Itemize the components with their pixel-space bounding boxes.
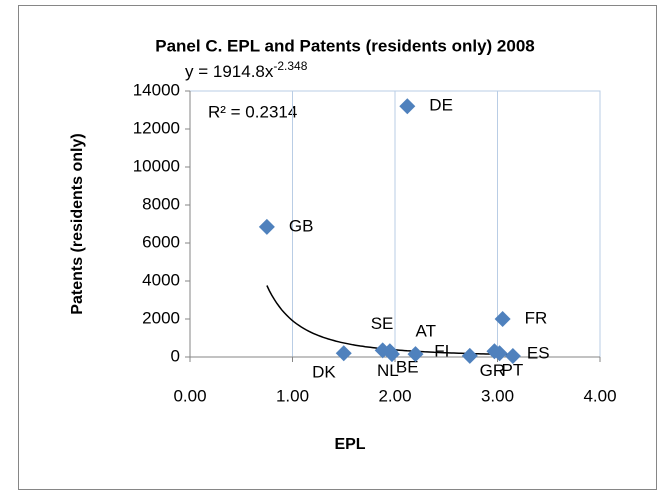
y-tick-label: 0 bbox=[171, 346, 180, 365]
x-tick-label: 4.00 bbox=[583, 386, 616, 405]
point bbox=[407, 346, 424, 363]
y-tick-label: 6000 bbox=[142, 232, 180, 251]
point bbox=[494, 311, 511, 327]
chart-title: Panel C. EPL and Patents (residents only… bbox=[155, 36, 534, 55]
point-label: ES bbox=[527, 344, 550, 363]
point bbox=[504, 348, 521, 365]
x-tick-label: 0.00 bbox=[173, 386, 206, 405]
point-label: AT bbox=[416, 322, 436, 341]
r-squared: R² = 0.2314 bbox=[208, 102, 297, 121]
x-tick-label: 1.00 bbox=[276, 386, 309, 405]
y-tick-label: 12000 bbox=[133, 118, 180, 137]
point-label: DK bbox=[312, 363, 336, 382]
y-tick-label: 8000 bbox=[142, 194, 180, 213]
y-tick-label: 4000 bbox=[142, 270, 180, 289]
equation-base: y = 1914.8x bbox=[185, 62, 274, 81]
point-label: FI bbox=[434, 341, 449, 360]
point-label: SE bbox=[371, 314, 394, 333]
point-label: FR bbox=[525, 308, 548, 327]
x-axis-title: EPL bbox=[334, 436, 365, 453]
point bbox=[335, 345, 352, 362]
point-label: GB bbox=[289, 216, 314, 235]
point-label: DE bbox=[429, 96, 453, 115]
point bbox=[258, 218, 275, 235]
chart-frame bbox=[18, 5, 657, 490]
point bbox=[491, 345, 508, 362]
point-label: BE bbox=[396, 358, 419, 377]
y-tick-label: 2000 bbox=[142, 308, 180, 327]
y-tick-label: 10000 bbox=[133, 156, 180, 175]
y-tick-label: 14000 bbox=[133, 80, 180, 99]
point bbox=[461, 347, 478, 364]
point-label: PT bbox=[502, 361, 524, 380]
point-label: GR bbox=[480, 361, 506, 380]
trend-equation: y = 1914.8x-2.348 bbox=[185, 59, 308, 81]
x-tick-label: 3.00 bbox=[481, 386, 514, 405]
x-tick-label: 2.00 bbox=[378, 386, 411, 405]
point bbox=[399, 98, 416, 115]
point-label: NL bbox=[377, 361, 399, 380]
equation-exponent: -2.348 bbox=[273, 59, 307, 73]
point bbox=[383, 346, 400, 363]
y-axis-title: Patents (residents only) bbox=[69, 133, 86, 314]
